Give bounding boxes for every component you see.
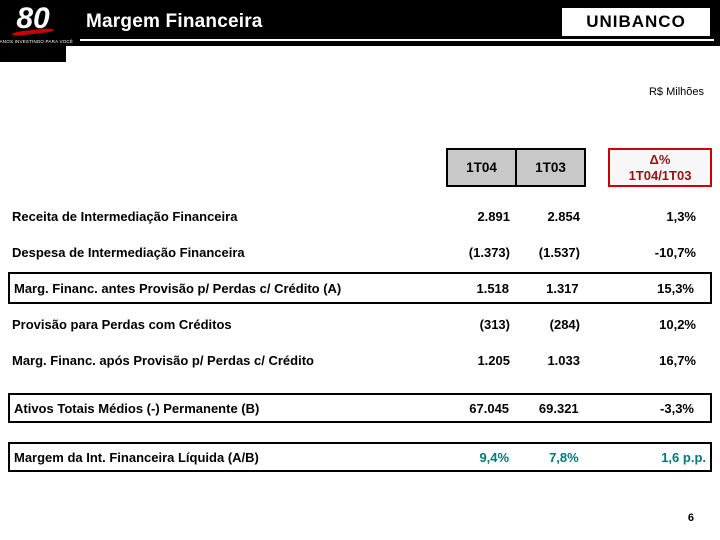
delta-sublabel: 1T04/1T03 [628,167,692,183]
cell-t04: (1.373) [468,244,510,260]
header-spacer [8,148,446,187]
cell-delta: -3,3% [660,400,694,416]
cell-t03: 1.317 [546,280,579,296]
cell-t04: 1.518 [476,280,510,296]
anniversary-logo-tagline: 80 ANOS INVESTINDO PARA VOCÊ [0,39,74,44]
table-row: Margem da Int. Financeira Líquida (A/B) … [8,442,712,472]
cell-t04: (313) [479,316,510,332]
delta-symbol: Δ% [649,151,671,167]
header-bar: Margem Financeira UNIBANCO [0,0,720,46]
table-row: Despesa de Intermediação Financeira (1.3… [8,234,712,270]
cell-t04: 1.205 [477,352,510,368]
cell-delta: 1,6 p.p. [661,449,706,465]
unibanco-logo-text: UNIBANCO [586,12,686,31]
financial-table: 1T04 1T03 Δ% 1T04/1T03 Receita de Interm… [8,148,712,472]
table-row: Ativos Totais Médios (-) Permanente (B) … [8,393,712,423]
row-label: Marg. Financ. antes Provisão p/ Perdas c… [14,280,342,296]
col-header-1t03: 1T03 [515,150,584,185]
cell-delta: -10,7% [654,244,696,260]
row-label: Marg. Financ. após Provisão p/ Perdas c/… [12,352,314,368]
title-underline [80,39,714,41]
table-row: Marg. Financ. após Provisão p/ Perdas c/… [8,342,712,378]
cell-delta: 10,2% [659,316,696,332]
cell-t03: (1.537) [538,244,580,260]
col-header-1t04: 1T04 [466,160,497,175]
table-row: Marg. Financ. antes Provisão p/ Perdas c… [8,272,712,304]
table-row: Receita de Intermediação Financeira 2.89… [8,198,712,234]
cell-t03: (284) [549,316,580,332]
cell-t03: 2.854 [547,208,580,224]
cell-t03: 69.321 [538,400,579,416]
col-header-delta: Δ% 1T04/1T03 [608,148,712,187]
page-title: Margem Financeira [86,11,263,32]
cell-delta: 15,3% [657,280,694,296]
page-number: 6 [687,512,694,524]
row-label: Ativos Totais Médios (-) Permanente (B) [14,400,260,416]
cell-t04: 67.045 [469,400,510,416]
table-body: Receita de Intermediação Financeira 2.89… [8,198,712,472]
row-label: Receita de Intermediação Financeira [12,208,238,224]
row-label: Margem da Int. Financeira Líquida (A/B) [14,449,259,465]
unibanco-logo: UNIBANCO [562,8,710,36]
anniversary-logo: 80 80 ANOS INVESTINDO PARA VOCÊ [0,0,73,62]
table-header-row: 1T04 1T03 Δ% 1T04/1T03 [8,148,712,187]
table-row: Provisão para Perdas com Créditos (313) … [8,306,712,342]
period-headers: 1T04 1T03 [446,148,586,187]
cell-t03: 1.033 [547,352,580,368]
row-label: Despesa de Intermediação Financeira [12,244,245,260]
header-gap [586,148,608,187]
cell-t04: 2.891 [477,208,510,224]
currency-unit-label: R$ Milhões [648,86,704,98]
cell-delta: 16,7% [659,352,696,368]
cell-delta: 1,3% [666,208,696,224]
cell-t03: 7,8% [549,449,579,465]
row-label: Provisão para Perdas com Créditos [12,316,232,332]
cell-t04: 9,4% [479,449,510,465]
